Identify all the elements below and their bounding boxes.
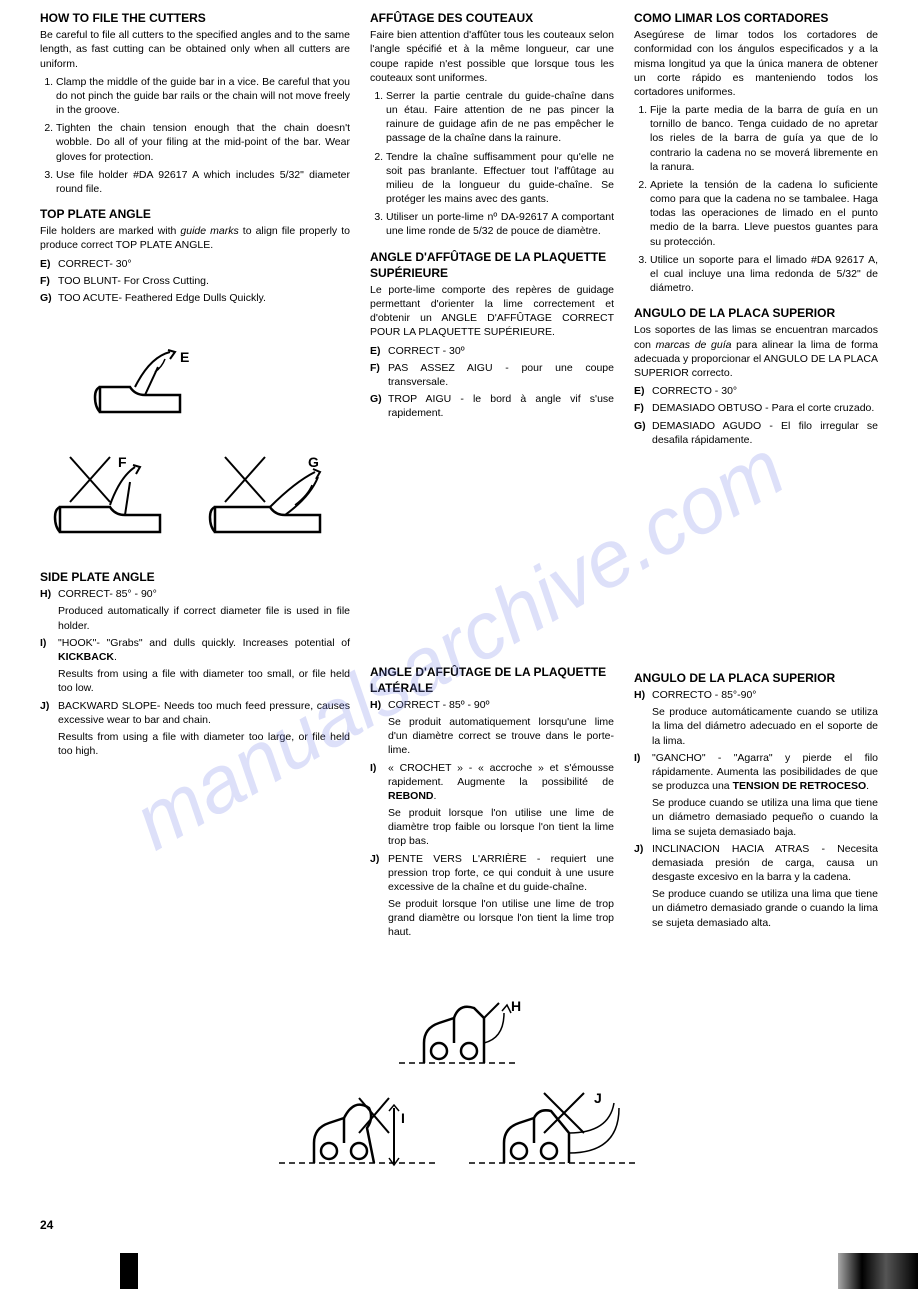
list-item: H)CORRECT- 85° - 90° [40, 587, 350, 601]
svg-text:G: G [308, 454, 319, 470]
step-item: Utiliser un porte-lime nº DA-92617 A com… [386, 210, 614, 238]
heading-file-cutters-fr: AFFÛTAGE DES COUTEAUX [370, 10, 614, 26]
list-item: G)TOO ACUTE- Feathered Edge Dulls Quickl… [40, 291, 350, 305]
step-item: Tighten the chain tension enough that th… [56, 121, 350, 164]
heading-file-cutters-en: HOW TO FILE THE CUTTERS [40, 10, 350, 26]
list-item: F)DEMASIADO OBTUSO - Para el corte cruza… [634, 401, 878, 415]
sub-text: Se produce automáticamente cuando se uti… [634, 705, 878, 748]
diagram-hij: H I [0, 973, 918, 1217]
print-mark-left [120, 1253, 138, 1289]
heading-side-plate-es: ANGULO DE LA PLACA SUPERIOR [634, 670, 878, 686]
steps-fr: Serrer la partie centrale du guide-chaîn… [370, 89, 614, 239]
svg-text:I: I [401, 1110, 405, 1126]
column-english: HOW TO FILE THE CUTTERS Be careful to fi… [40, 10, 350, 943]
column-spanish: COMO LIMAR LOS CORTADORES Asegúrese de l… [634, 10, 878, 943]
step-item: Apriete la tensión de la cadena lo sufic… [650, 178, 878, 249]
footer-marks [0, 1253, 918, 1289]
svg-text:H: H [511, 998, 521, 1014]
top-plate-intro-fr: Le porte-lime comporte des repères de gu… [370, 283, 614, 340]
svg-text:F: F [118, 454, 127, 470]
intro-fr: Faire bien attention d'affûter tous les … [370, 28, 614, 85]
list-item: G)TROP AIGU - le bord à angle vif s'use … [370, 392, 614, 420]
steps-en: Clamp the middle of the guide bar in a v… [40, 75, 350, 196]
list-item: J)INCLINACION HACIA ATRAS - Necesita dem… [634, 842, 878, 885]
top-plate-intro-en: File holders are marked with guide marks… [40, 224, 350, 252]
diagram-efg: E F [40, 317, 350, 557]
list-item: I)"HOOK"- "Grabs" and dulls quickly. Inc… [40, 636, 350, 664]
page-content: HOW TO FILE THE CUTTERS Be careful to fi… [0, 0, 918, 973]
step-item: Utilice un soporte para el limado #DA 92… [650, 253, 878, 296]
sub-text: Se produit automatiquement lorsqu'une li… [370, 715, 614, 758]
list-item: F)PAS ASSEZ AIGU - pour une coupe transv… [370, 361, 614, 389]
list-item: F)TOO BLUNT- For Cross Cutting. [40, 274, 350, 288]
top-plate-list-es: E)CORRECTO - 30° F)DEMASIADO OBTUSO - Pa… [634, 384, 878, 447]
step-item: Use file holder #DA 92617 A which includ… [56, 168, 350, 196]
intro-es: Asegúrese de limar todos los cortadores … [634, 28, 878, 99]
list-item: I)« CROCHET » - « accroche » et s'émouss… [370, 761, 614, 804]
heading-side-plate-en: SIDE PLATE ANGLE [40, 569, 350, 585]
intro-en: Be careful to file all cutters to the sp… [40, 28, 350, 71]
step-item: Clamp the middle of the guide bar in a v… [56, 75, 350, 118]
sub-text: Se produit lorsque l'on utilise une lime… [370, 897, 614, 940]
list-item: I)"GANCHO" - "Agarra" y pierde el filo r… [634, 751, 878, 794]
top-plate-list-fr: E)CORRECT - 30º F)PAS ASSEZ AIGU - pour … [370, 344, 614, 421]
side-plate-list-en: H)CORRECT- 85° - 90° [40, 587, 350, 601]
side-plate-list-fr: H)CORRECT - 85º - 90º [370, 698, 614, 712]
list-item: H)CORRECTO - 85°-90° [634, 688, 878, 702]
list-item: E)CORRECT - 30º [370, 344, 614, 358]
sub-text: Se produce cuando se utiliza una lima qu… [634, 796, 878, 839]
column-french: AFFÛTAGE DES COUTEAUX Faire bien attenti… [370, 10, 614, 943]
top-plate-list-en: E)CORRECT- 30° F)TOO BLUNT- For Cross Cu… [40, 257, 350, 306]
heading-side-plate-fr: ANGLE D'AFFÛTAGE DE LA PLAQUETTE LATÉRAL… [370, 664, 614, 696]
heading-top-plate-es: ANGULO DE LA PLACA SUPERIOR [634, 305, 878, 321]
list-item: J)PENTE VERS L'ARRIÈRE - requiert une pr… [370, 852, 614, 895]
svg-text:E: E [180, 349, 189, 365]
top-plate-intro-es: Los soportes de las limas se encuentran … [634, 323, 878, 380]
heading-top-plate-fr: ANGLE D'AFFÛTAGE DE LA PLAQUETTE SUPÉRIE… [370, 249, 614, 281]
heading-top-plate-en: TOP PLATE ANGLE [40, 206, 350, 222]
sub-text: Produced automatically if correct diamet… [40, 604, 350, 632]
print-mark-right [838, 1253, 918, 1289]
list-item: H)CORRECT - 85º - 90º [370, 698, 614, 712]
sub-text: Se produce cuando se utiliza una lima qu… [634, 887, 878, 930]
list-item: E)CORRECT- 30° [40, 257, 350, 271]
list-item: G)DEMASIADO AGUDO - El filo irregular se… [634, 419, 878, 447]
svg-text:J: J [594, 1090, 602, 1106]
steps-es: Fije la parte media de la barra de guía … [634, 103, 878, 295]
heading-file-cutters-es: COMO LIMAR LOS CORTADORES [634, 10, 878, 26]
page-number: 24 [0, 1217, 918, 1253]
sub-text: Results from using a file with diameter … [40, 667, 350, 695]
list-item: E)CORRECTO - 30° [634, 384, 878, 398]
list-item: J)BACKWARD SLOPE- Needs too much feed pr… [40, 699, 350, 727]
sub-text: Se produit lorsque l'on utilise une lime… [370, 806, 614, 849]
sub-text: Results from using a file with diameter … [40, 730, 350, 758]
step-item: Fije la parte media de la barra de guía … [650, 103, 878, 174]
step-item: Tendre la chaîne suffisamment pour qu'el… [386, 150, 614, 207]
side-plate-list-es: H)CORRECTO - 85°-90° [634, 688, 878, 702]
step-item: Serrer la partie centrale du guide-chaîn… [386, 89, 614, 146]
